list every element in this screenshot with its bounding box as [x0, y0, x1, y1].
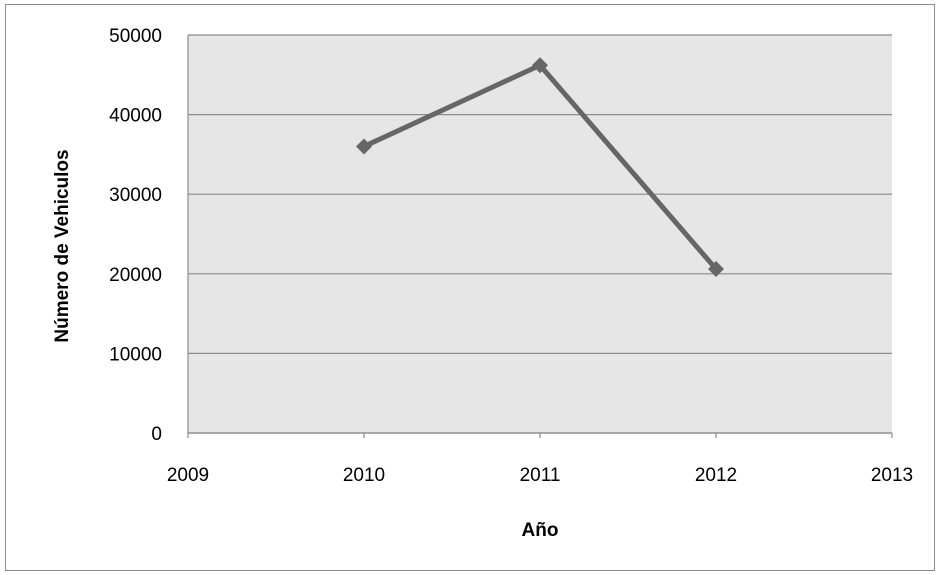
- x-tick-label: 2012: [695, 465, 737, 486]
- data-point-marker: [708, 261, 724, 278]
- y-tick-label: 20000: [109, 265, 162, 286]
- y-axis-ticks: 0 10000 20000 30000 40000 50000: [109, 26, 162, 445]
- y-tick-label: 50000: [109, 26, 162, 47]
- plot-area: [188, 35, 892, 433]
- y-tick-label: 0: [151, 424, 162, 445]
- x-tick-label: 2010: [343, 465, 385, 486]
- y-tick-label: 40000: [109, 106, 162, 127]
- y-tick-label: 10000: [109, 344, 162, 365]
- x-axis-title: Año: [522, 520, 559, 541]
- series-group: [356, 57, 724, 278]
- x-tick-label: 2009: [167, 465, 209, 486]
- x-axis-ticks: 2009 2010 2011 2012 2013: [167, 433, 913, 486]
- x-tick-label: 2011: [520, 465, 561, 486]
- y-tick-label: 30000: [109, 185, 162, 206]
- data-point-marker: [356, 138, 372, 155]
- y-axis-title: Número de Vehiculos: [52, 149, 73, 342]
- x-tick-label: 2013: [871, 465, 913, 486]
- data-point-marker: [532, 57, 548, 74]
